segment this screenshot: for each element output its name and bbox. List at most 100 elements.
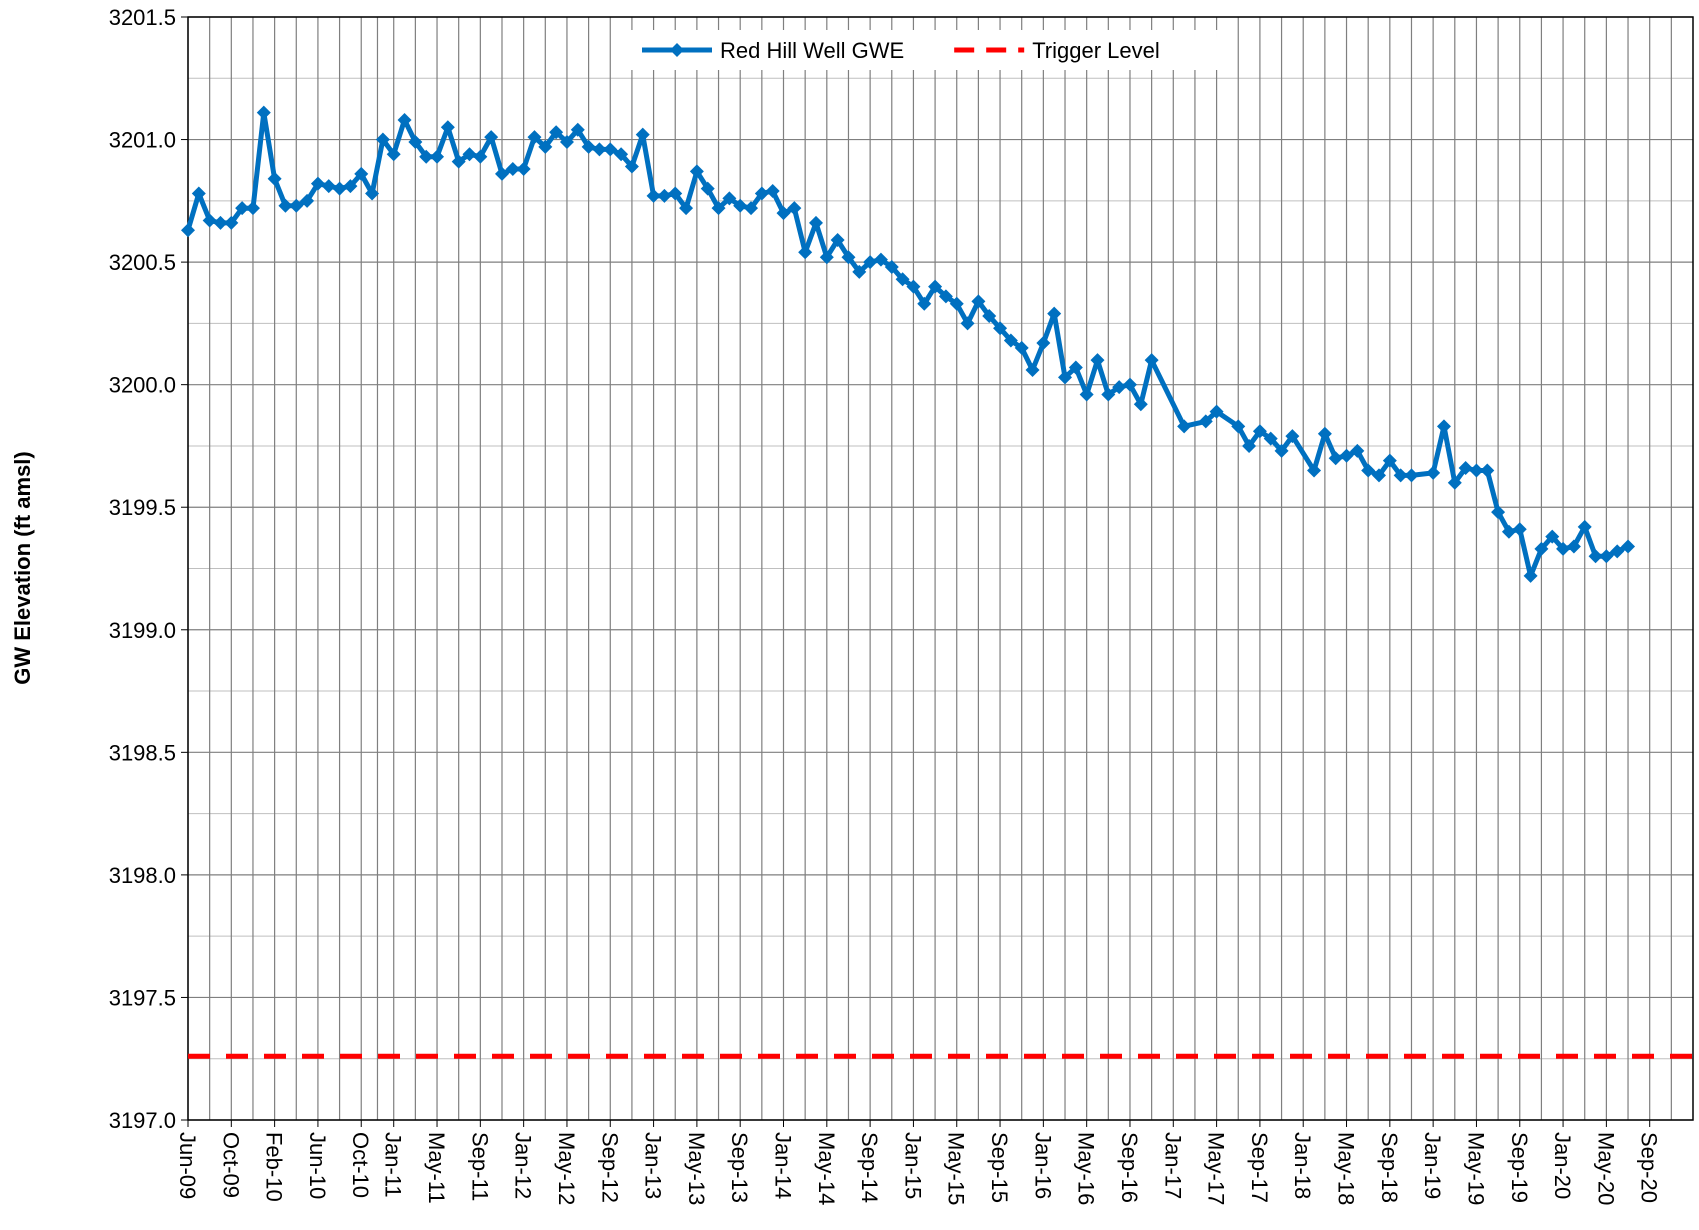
data-point — [1014, 340, 1029, 355]
data-point — [928, 279, 943, 294]
data-point — [938, 289, 953, 304]
data-point — [1382, 453, 1397, 468]
x-tick-label: May-13 — [684, 1132, 709, 1205]
data-point — [1252, 424, 1267, 439]
data-point — [408, 135, 423, 150]
data-point — [971, 294, 986, 309]
x-tick-label: Sep-14 — [857, 1132, 882, 1203]
data-point — [1577, 519, 1592, 534]
data-point — [1263, 431, 1278, 446]
data-point — [993, 321, 1008, 336]
data-point — [722, 191, 737, 206]
data-point — [754, 186, 769, 201]
y-tick-label: 3201.5 — [109, 5, 176, 30]
data-point — [1545, 529, 1560, 544]
data-point — [1372, 468, 1387, 483]
data-point — [224, 215, 239, 230]
data-point — [1209, 404, 1224, 419]
data-point — [1566, 539, 1581, 554]
data-point — [830, 233, 845, 248]
data-point — [300, 193, 315, 208]
data-point — [1025, 362, 1040, 377]
x-tick-label: Jan-16 — [1030, 1132, 1055, 1199]
x-tick-label: May-17 — [1204, 1132, 1229, 1205]
data-point — [776, 206, 791, 221]
x-tick-label: May-19 — [1463, 1132, 1488, 1205]
x-tick-label: Jan-12 — [511, 1132, 536, 1199]
y-tick-label: 3199.5 — [109, 495, 176, 520]
data-point — [1339, 448, 1354, 463]
data-point — [646, 188, 661, 203]
data-point — [365, 186, 380, 201]
data-point — [744, 201, 759, 216]
y-tick-label: 3199.0 — [109, 618, 176, 643]
data-point — [1621, 539, 1636, 554]
data-point — [1599, 549, 1614, 564]
data-point — [1350, 443, 1365, 458]
data-point — [895, 272, 910, 287]
data-point — [1003, 333, 1018, 348]
x-tick-label: Feb-10 — [262, 1132, 287, 1202]
data-point — [657, 188, 672, 203]
data-point — [581, 139, 596, 154]
data-point — [1112, 380, 1127, 395]
data-point — [873, 252, 888, 267]
data-point — [1144, 353, 1159, 368]
data-point — [505, 161, 520, 176]
data-point — [1426, 465, 1441, 480]
data-point — [1231, 419, 1246, 434]
data-point — [1534, 541, 1549, 556]
x-tick-label: Oct-10 — [348, 1132, 373, 1198]
data-point — [1307, 463, 1322, 478]
data-point — [1480, 463, 1495, 478]
data-point — [419, 149, 434, 164]
data-point — [808, 215, 823, 230]
data-point — [310, 176, 325, 191]
data-point — [570, 122, 585, 137]
data-point — [1285, 429, 1300, 444]
data-point — [213, 215, 228, 230]
data-point — [256, 105, 271, 120]
data-point — [1328, 451, 1343, 466]
data-point — [1556, 541, 1571, 556]
data-point — [354, 166, 369, 181]
x-tick-label: May-14 — [814, 1132, 839, 1205]
data-point — [1317, 426, 1332, 441]
data-point — [1491, 505, 1506, 520]
data-point — [1133, 397, 1148, 412]
data-point — [1177, 419, 1192, 434]
data-point — [689, 164, 704, 179]
data-point — [343, 179, 358, 194]
legend — [630, 30, 1230, 70]
data-point — [906, 279, 921, 294]
y-tick-label: 3197.5 — [109, 985, 176, 1010]
data-point — [841, 250, 856, 265]
data-point — [635, 127, 650, 142]
data-point — [386, 147, 401, 162]
y-tick-label: 3200.0 — [109, 373, 176, 398]
data-point — [1361, 463, 1376, 478]
data-point — [278, 198, 293, 213]
data-point — [1122, 377, 1137, 392]
data-point — [191, 186, 206, 201]
data-point — [711, 201, 726, 216]
x-tick-label: Sep-15 — [987, 1132, 1012, 1203]
data-point — [1274, 443, 1289, 458]
data-point — [1393, 468, 1408, 483]
x-tick-label: May-11 — [424, 1132, 449, 1204]
x-tick-label: May-20 — [1593, 1132, 1618, 1205]
data-point — [1404, 468, 1419, 483]
x-tick-label: Jan-17 — [1160, 1132, 1185, 1199]
y-tick-label: 3198.5 — [109, 740, 176, 765]
data-point — [592, 142, 607, 157]
x-tick-label: Jan-14 — [771, 1132, 796, 1199]
data-point — [1588, 549, 1603, 564]
legend-label: Red Hill Well GWE — [720, 38, 904, 63]
data-point — [949, 296, 964, 311]
data-point — [982, 309, 997, 324]
data-point — [1079, 387, 1094, 402]
x-tick-label: May-12 — [554, 1132, 579, 1205]
data-point — [1047, 306, 1062, 321]
data-point — [733, 198, 748, 213]
